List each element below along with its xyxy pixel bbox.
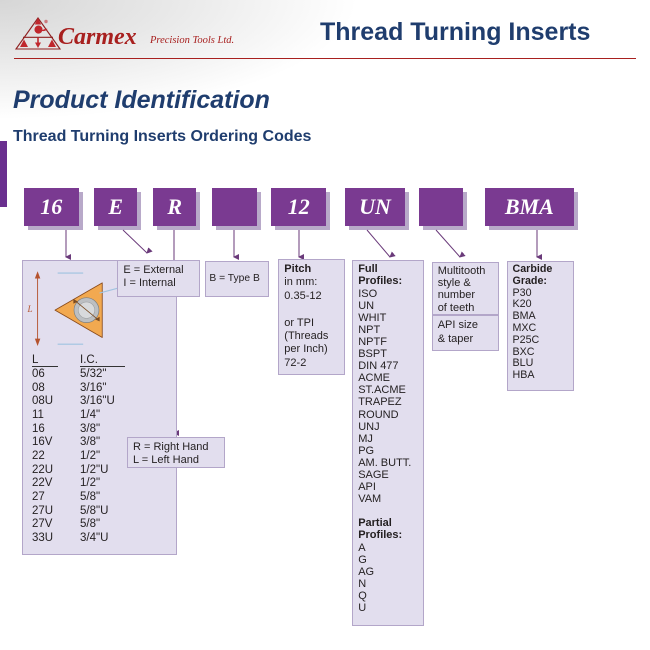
- svg-text:L: L: [26, 304, 32, 314]
